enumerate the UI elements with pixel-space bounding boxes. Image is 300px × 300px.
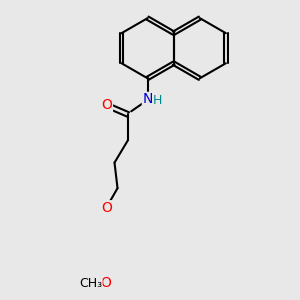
Text: O: O <box>101 98 112 112</box>
Text: N: N <box>142 92 153 106</box>
Text: CH₃: CH₃ <box>79 277 102 290</box>
Text: O: O <box>101 201 112 215</box>
Text: O: O <box>100 276 111 290</box>
Text: H: H <box>152 94 162 107</box>
